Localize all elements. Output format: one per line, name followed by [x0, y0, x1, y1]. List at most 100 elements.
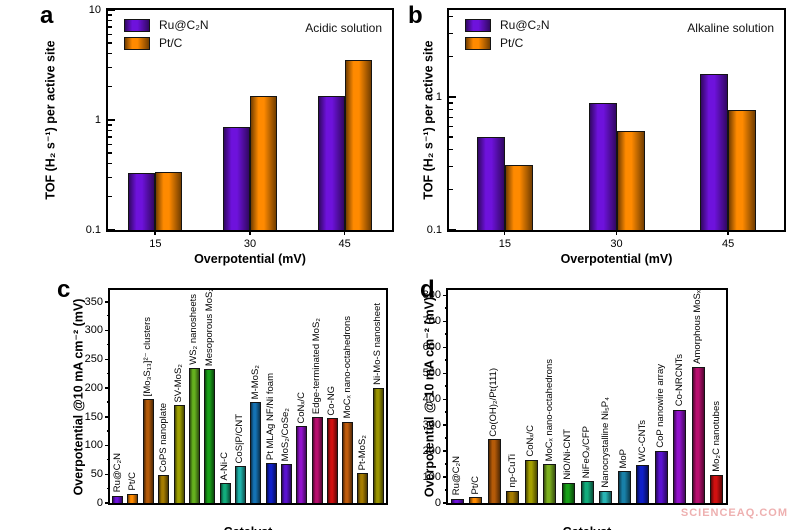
y-tick-label: 600	[422, 341, 441, 354]
y-tick-label: 800	[422, 289, 441, 302]
y-minor-tick	[445, 359, 448, 361]
y-major-tick	[443, 346, 448, 349]
panel-label-d: d	[420, 276, 435, 303]
y-minor-tick	[107, 401, 110, 403]
y-major-tick	[105, 473, 110, 476]
y-minor-tick	[108, 143, 112, 145]
bar-MoCₓ nano-octahedrons	[342, 421, 354, 503]
bar-label: MoS₂/CoSe₂	[280, 408, 292, 462]
legend-item: Ru@C₂N	[465, 18, 550, 33]
bar-label: Co-NG	[326, 385, 338, 416]
y-minor-tick	[445, 489, 448, 491]
y-minor-tick	[449, 109, 453, 111]
x-tick	[343, 230, 346, 235]
bar-label: Co-NRCNTs	[673, 354, 685, 407]
panel-label-a: a	[40, 2, 54, 29]
y-minor-tick	[108, 14, 112, 16]
panel-label-c: c	[57, 276, 71, 303]
bar-label: Nanocrystalline Ni₅P₄	[599, 397, 611, 488]
y-minor-tick	[108, 136, 112, 138]
y-major-tick	[105, 329, 110, 332]
y-minor-tick	[107, 372, 110, 374]
legend-swatch	[465, 37, 491, 51]
bar-Ru@C₂N	[112, 495, 124, 503]
y-minor-tick	[449, 102, 453, 104]
y-tick-label: 0.1	[426, 224, 442, 236]
bar-label: CoNₓ/C	[525, 425, 537, 457]
y-minor-tick	[445, 333, 448, 335]
y-major-tick	[443, 476, 448, 479]
bar-label: M-MoS₂	[249, 364, 261, 400]
y-tick-label: 700	[422, 315, 441, 328]
y-minor-tick	[107, 343, 110, 346]
legend: Ru@C₂N Pt/C	[465, 18, 550, 51]
y-minor-tick	[108, 42, 112, 44]
bar-Ru@C₂N-45	[317, 96, 345, 230]
y-tick-label: 250	[84, 353, 103, 366]
x-tick-label: 45	[338, 238, 351, 250]
y-tick-label: 150	[84, 410, 103, 423]
bar-label: NiO/Ni-CNT	[562, 429, 574, 480]
y-minor-tick	[449, 149, 453, 151]
x-axis-title: Catalyst	[563, 525, 612, 530]
bar-Pt/C-15	[504, 164, 533, 230]
bar-label: Pt-MoS₂	[356, 434, 368, 471]
y-minor-tick	[108, 52, 112, 55]
bar-label: Co(OH)₂/Pt(111)	[488, 367, 500, 437]
y-tick-label: 400	[422, 393, 441, 406]
solution-annotation: Acidic solution	[305, 21, 382, 35]
y-major-tick	[105, 416, 110, 418]
bar-Ru@C₂N-45	[700, 73, 729, 230]
panel-c-plot: c 0 50 100 150 200 250 300 350 Ru@C₂N Pt/C [Mo₃S₁₃…	[57, 278, 388, 530]
panel-label-b: b	[408, 2, 423, 29]
y-tick-label: 50	[90, 468, 103, 481]
y-tick-label: 0.1	[85, 224, 101, 236]
bar-label: Ni-Mo-S nanosheet	[372, 303, 384, 385]
legend-item: Ru@C₂N	[124, 18, 209, 33]
bar-label: Amorphous MoSₓ	[692, 289, 704, 364]
bar-label: [Mo₃S₁₃]²⁻ clusters	[142, 317, 154, 397]
y-minor-tick	[107, 459, 110, 461]
x-tick-label: 30	[243, 238, 257, 250]
bar-Amorphous MoSₓ	[691, 366, 705, 503]
y-minor-tick	[108, 196, 112, 198]
bar-np-CuTi	[506, 490, 520, 503]
y-major-tick	[443, 450, 448, 453]
bar-Co(OH)₂/Pt(111)	[487, 439, 501, 503]
bar-Pt/C-30	[616, 131, 645, 230]
legend-swatch	[124, 37, 150, 51]
bar-label: MoCₓ nano-octahedrons	[543, 358, 555, 462]
y-tick-label: 100	[84, 439, 103, 452]
bar-CoNₓ/C	[296, 426, 308, 503]
bar-label: Ru@C₂N	[451, 456, 463, 496]
bar-Pt/C-30	[250, 96, 277, 230]
bar-label: A-Ni-C	[219, 451, 230, 481]
y-major-tick	[108, 9, 115, 11]
y-minor-tick	[449, 165, 453, 168]
x-tick-label: 30	[610, 238, 623, 250]
y-minor-tick	[449, 125, 453, 127]
y-tick-label: 300	[422, 419, 441, 432]
y-minor-tick	[108, 152, 112, 154]
legend-swatch	[465, 19, 491, 33]
legend-swatch	[124, 19, 150, 33]
bar-CoP nanowire array	[654, 451, 668, 503]
legend-label: Ru@C₂N	[159, 18, 209, 32]
panel-a-plot: a 0.1 1 10 15 30 45 Ru@C₂N Pt/C Acidic solution O…	[40, 4, 394, 266]
y-minor-tick	[108, 129, 112, 132]
y-tick-label: 500	[422, 367, 441, 380]
bar-Ru@C₂N	[450, 498, 464, 503]
y-minor-tick	[449, 16, 453, 18]
bar-MoP	[617, 471, 631, 503]
x-axis-title: Overpotential (mV)	[560, 252, 673, 266]
legend-item: Pt/C	[465, 36, 550, 51]
bar-Mesoporous MoS₂	[204, 368, 216, 503]
bar-label: MoP	[618, 448, 630, 469]
bar-Pt/C-45	[728, 109, 757, 230]
bar-CoNₓ/C	[524, 459, 538, 503]
panel-b-plot: b 0.1 1 15 30 45 Ru@C₂N Pt/C Alkaline solution O…	[408, 4, 786, 266]
y-minor-tick	[107, 315, 110, 317]
y-axis-title: TOF (H₂ s⁻¹) per active site	[43, 40, 58, 200]
y-tick-label: 1	[94, 114, 101, 126]
